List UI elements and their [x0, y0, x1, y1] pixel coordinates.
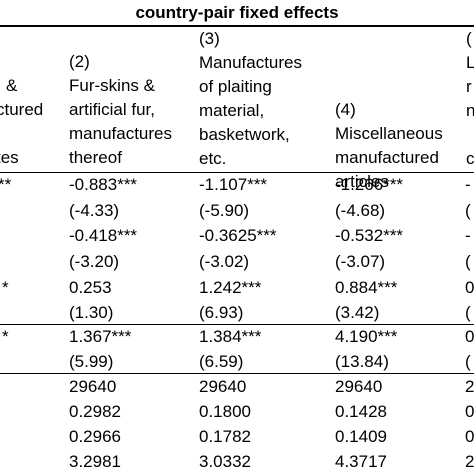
table-cell: 1.384***	[199, 327, 262, 346]
table-cell: 4.3717	[335, 452, 387, 471]
header-col3-line: etc.	[199, 149, 227, 168]
table-cell: -1.107***	[199, 175, 268, 194]
table-cell: -	[465, 175, 471, 194]
header-col3-line: basketwork,	[199, 125, 290, 144]
table-cell: (6.59)	[199, 352, 244, 371]
table-cell: -0.418***	[69, 226, 138, 245]
header-col4-line: manufactured	[335, 148, 439, 167]
table-cell: -0.3625***	[199, 226, 277, 245]
table-cell: (3.42)	[335, 303, 380, 322]
header-col1-line: ctured	[0, 100, 44, 119]
table-cell: (13.84)	[335, 352, 389, 371]
table-cell: (6.93)	[199, 303, 244, 322]
title-rule	[0, 25, 474, 27]
table-cell: 29640	[199, 377, 247, 396]
header-col5-line: n	[466, 101, 474, 120]
section-rule	[0, 324, 474, 325]
table-cell: 0	[465, 427, 474, 446]
table-cell: 0.1428	[335, 402, 387, 421]
table-cell: (5.99)	[69, 352, 114, 371]
table-cell: 0	[465, 327, 474, 346]
header-col2-line: (2)	[69, 52, 90, 71]
table-cell: -0.532***	[335, 226, 404, 245]
table-cell: 1.367***	[69, 327, 132, 346]
table-cell: **	[0, 175, 12, 194]
header-col4-line: (4)	[335, 100, 356, 119]
header-col1-line: tes	[0, 148, 19, 167]
header-col5-line: r	[466, 77, 472, 96]
table-cell: 4.190***	[335, 327, 398, 346]
stats-rule	[0, 373, 474, 374]
table-cell: 0.884***	[335, 278, 398, 297]
header-col2-line: manufactures	[69, 124, 172, 143]
table-cell: 3.0332	[199, 452, 251, 471]
table-cell: (	[465, 352, 471, 371]
table-cell: 29640	[335, 377, 383, 396]
table-cell: 0	[465, 278, 474, 297]
header-col2-line: thereof	[69, 148, 122, 167]
table-cell: *	[2, 327, 9, 346]
header-col2-line: artificial fur,	[69, 100, 155, 119]
header-col3-line: Manufactures	[199, 53, 302, 72]
table-cell: 3.2981	[69, 452, 121, 471]
header-col2-line: Fur-skins &	[69, 76, 155, 95]
header-col3-line: (3)	[199, 29, 220, 48]
table-cell: *	[2, 278, 9, 297]
header-col4-line: Miscellaneous	[335, 124, 443, 143]
table-cell: 0.1800	[199, 402, 251, 421]
table-cell: (-5.90)	[199, 201, 250, 220]
table-cell: (-4.68)	[335, 201, 386, 220]
header-rule	[0, 172, 474, 173]
table-cell: 0.253	[69, 278, 112, 297]
table-cell: (	[465, 303, 471, 322]
table-cell: (-3.02)	[199, 252, 250, 271]
table-cell: 29640	[69, 377, 117, 396]
table-cell: -0.883***	[69, 175, 138, 194]
table-cell: 1.242***	[199, 278, 262, 297]
table-cell: 0.2966	[69, 427, 121, 446]
table-cell: 2	[465, 452, 474, 471]
header-col5-line: c	[466, 149, 474, 168]
table-cell: (	[465, 201, 471, 220]
header-col5-line: L	[466, 53, 474, 72]
header-col4-line: articles	[335, 172, 389, 191]
header-col1-line: &	[6, 76, 18, 95]
table-cell: (-4.33)	[69, 201, 120, 220]
header-col3-line: material,	[199, 101, 265, 120]
table-cell: 0.1782	[199, 427, 251, 446]
header-col5-line: (	[466, 29, 472, 48]
header-col3-line: of plaiting	[199, 77, 272, 96]
table-cell: 0.1409	[335, 427, 387, 446]
table-title: country-pair fixed effects	[135, 3, 339, 22]
table-cell: -1.266***	[335, 175, 404, 194]
table-cell: 0.2982	[69, 402, 121, 421]
table-cell: 0	[465, 402, 474, 421]
table-cell: (-3.20)	[69, 252, 120, 271]
table-cell: (1.30)	[69, 303, 114, 322]
table-cell: -	[465, 226, 471, 245]
table-cell: 2	[465, 377, 474, 396]
table-cell: (	[465, 252, 471, 271]
table-cell: (-3.07)	[335, 252, 386, 271]
